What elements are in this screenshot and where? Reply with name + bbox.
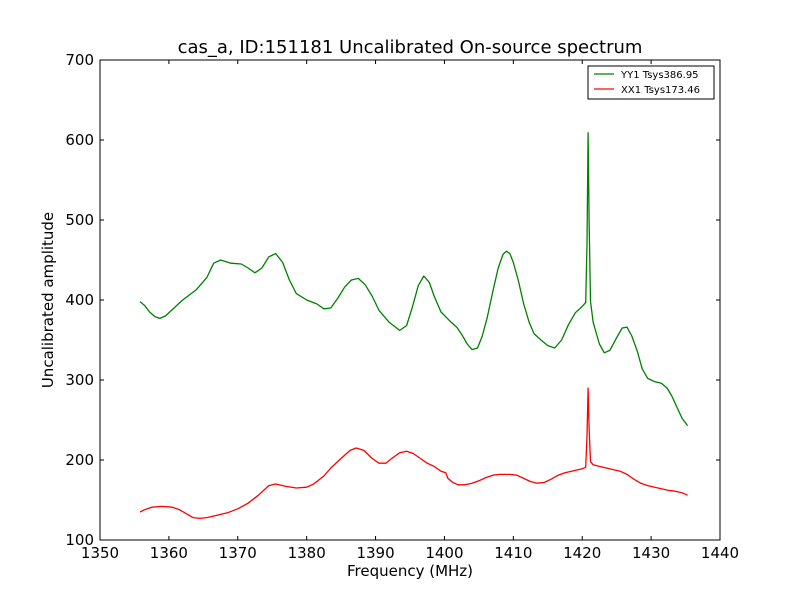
x-tick-label: 1410 [494,544,532,562]
series-line-1 [139,387,688,520]
y-tick-label: 500 [65,211,94,229]
series-layer [139,132,689,520]
x-tick-label: 1420 [563,544,601,562]
x-tick-label: 1360 [150,544,188,562]
y-axis-title: Uncalibrated amplitude [39,212,57,388]
x-tick-label: 1430 [632,544,670,562]
legend-label-yy1: YY1 Tsys386.95 [620,70,699,81]
y-tick-label: 200 [65,451,94,469]
legend-box [587,65,715,100]
y-tick-label: 600 [65,131,94,149]
chart-title: cas_a, ID:151181 Uncalibrated On-source … [178,37,643,58]
y-tick-label: 300 [65,371,94,389]
x-tick-label: 1440 [701,544,739,562]
legend: YY1 Tsys386.95 XX1 Tsys173.46 [587,65,715,100]
y-tick-label: 100 [65,531,94,549]
x-axis-title: Frequency (MHz) [347,562,473,580]
y-tick-label: 400 [65,291,94,309]
x-tick-label: 1400 [425,544,463,562]
y-tick-label: 700 [65,51,94,69]
legend-label-xx1: XX1 Tsys173.46 [621,85,700,96]
x-tick-label: 1390 [356,544,394,562]
ticks-layer: 1350 1360 1370 1380 1390 1400 1410 1420 1430 1440… [65,51,739,562]
x-tick-label: 1350 [81,544,119,562]
x-tick-label: 1370 [219,544,257,562]
series-line-0 [139,132,689,426]
x-tick-label: 1380 [288,544,326,562]
